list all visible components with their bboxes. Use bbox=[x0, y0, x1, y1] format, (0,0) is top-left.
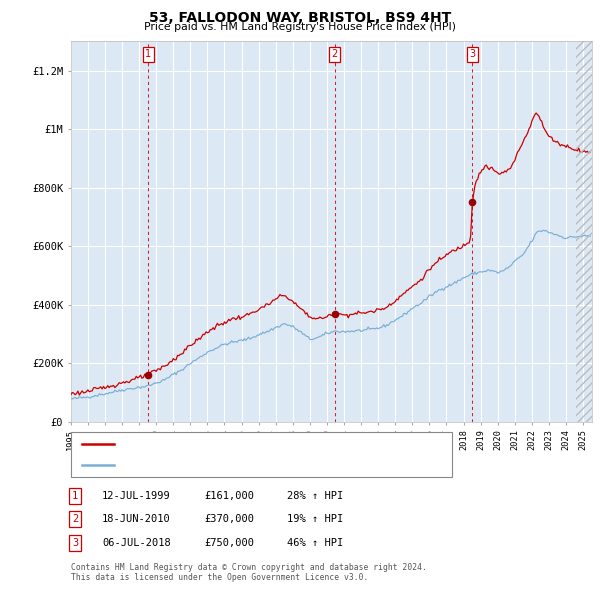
Text: 2: 2 bbox=[72, 514, 78, 524]
Text: 12-JUL-1999: 12-JUL-1999 bbox=[102, 491, 171, 500]
Text: 3: 3 bbox=[72, 538, 78, 548]
Text: £370,000: £370,000 bbox=[204, 514, 254, 524]
Text: Contains HM Land Registry data © Crown copyright and database right 2024.: Contains HM Land Registry data © Crown c… bbox=[71, 563, 427, 572]
Text: £161,000: £161,000 bbox=[204, 491, 254, 500]
Text: 1: 1 bbox=[72, 491, 78, 500]
Text: 46% ↑ HPI: 46% ↑ HPI bbox=[287, 538, 343, 548]
Text: Price paid vs. HM Land Registry's House Price Index (HPI): Price paid vs. HM Land Registry's House … bbox=[144, 22, 456, 32]
Text: 1: 1 bbox=[145, 50, 151, 60]
Text: 53, FALLODON WAY, BRISTOL, BS9 4HT (detached house): 53, FALLODON WAY, BRISTOL, BS9 4HT (deta… bbox=[120, 439, 419, 449]
Bar bbox=[576, 41, 600, 422]
Text: 3: 3 bbox=[469, 50, 475, 60]
Text: HPI: Average price, detached house, City of Bristol: HPI: Average price, detached house, City… bbox=[120, 460, 419, 470]
Text: 53, FALLODON WAY, BRISTOL, BS9 4HT: 53, FALLODON WAY, BRISTOL, BS9 4HT bbox=[149, 11, 451, 25]
Text: 18-JUN-2010: 18-JUN-2010 bbox=[102, 514, 171, 524]
Text: 06-JUL-2018: 06-JUL-2018 bbox=[102, 538, 171, 548]
Text: £750,000: £750,000 bbox=[204, 538, 254, 548]
Text: 2: 2 bbox=[332, 50, 338, 60]
Text: 19% ↑ HPI: 19% ↑ HPI bbox=[287, 514, 343, 524]
Text: 28% ↑ HPI: 28% ↑ HPI bbox=[287, 491, 343, 500]
Text: This data is licensed under the Open Government Licence v3.0.: This data is licensed under the Open Gov… bbox=[71, 573, 368, 582]
